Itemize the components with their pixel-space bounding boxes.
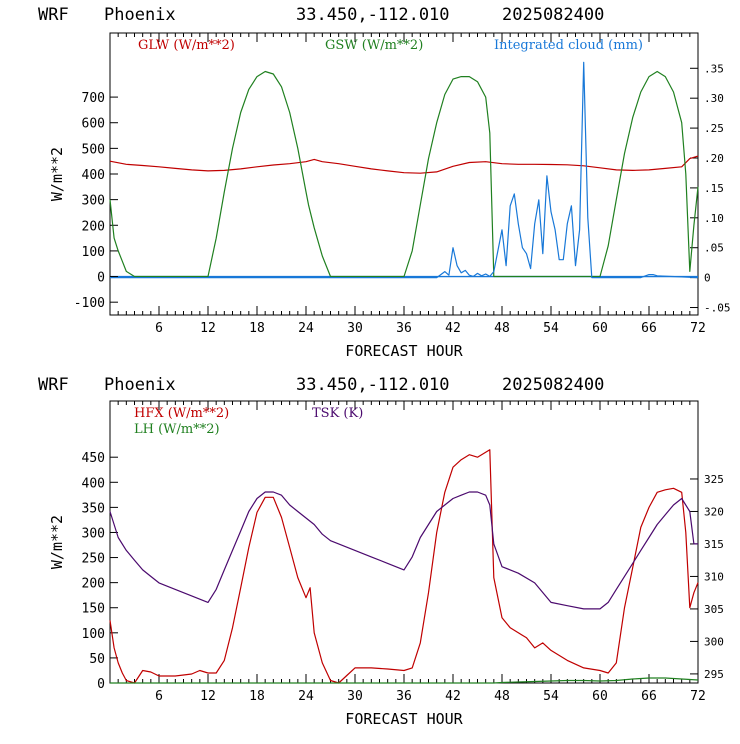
top-x-tick-label: 30 xyxy=(347,321,363,336)
bottom-x-tick-label: 36 xyxy=(396,689,412,704)
bottom-y2-tick-label: 300 xyxy=(704,635,724,648)
bottom-y2-tick-label: 310 xyxy=(704,570,724,583)
bottom-header-coords: 33.450,-112.010 xyxy=(296,375,450,395)
top-y-tick-label: 500 xyxy=(82,142,105,157)
top-x-tick-label: 72 xyxy=(690,321,706,336)
bottom-y-tick-label: 200 xyxy=(82,577,105,592)
top-y-tick-label: -100 xyxy=(74,296,105,311)
top-y2-tick-label: .30 xyxy=(704,92,724,105)
top-panel-header: WRF Phoenix 33.450,-112.010 2025082400 xyxy=(38,5,604,25)
top-y2-tick-label: .15 xyxy=(704,182,724,195)
top-x-tick-label: 18 xyxy=(249,321,265,336)
bottom-panel-header: WRF Phoenix 33.450,-112.010 2025082400 xyxy=(38,375,604,395)
bottom-header-model: WRF xyxy=(38,375,69,395)
top-x-tick-label: 12 xyxy=(200,321,216,336)
top-x-axis-label: FORECAST HOUR xyxy=(345,342,463,360)
top-header-run: 2025082400 xyxy=(502,5,604,25)
top-x-tick-label: 48 xyxy=(494,321,510,336)
bottom-y2-tick-label: 305 xyxy=(704,603,724,616)
bottom-series-lh-line xyxy=(110,677,699,684)
bottom-y-tick-label: 100 xyxy=(82,627,105,642)
top-header-model: WRF xyxy=(38,5,69,25)
bottom-y-tick-label: 50 xyxy=(89,652,105,667)
top-chart-panel: 6 12 18 24 30 36 42 48 54 60 66 72 -100 0 100 200 300 400… xyxy=(48,32,731,360)
top-y-axis-label: W/m**2 xyxy=(48,147,66,201)
top-x-tick-label: 54 xyxy=(543,321,559,336)
top-x-tick-label: 42 xyxy=(445,321,461,336)
top-y-tick-label: 0 xyxy=(97,271,105,286)
bottom-y-tick-label: 300 xyxy=(82,526,105,541)
bottom-y2-tick-label: 325 xyxy=(704,473,724,486)
bottom-x-tick-label: 54 xyxy=(543,689,559,704)
top-x-tick-label: 24 xyxy=(298,321,314,336)
top-y-tick-label: 700 xyxy=(82,91,105,106)
bottom-x-tick-label: 48 xyxy=(494,689,510,704)
bottom-x-tick-label: 72 xyxy=(690,689,706,704)
top-x-tick-label: 60 xyxy=(592,321,608,336)
bottom-legend-tsk: TSK (K) xyxy=(312,406,363,421)
bottom-x-tick-label: 42 xyxy=(445,689,461,704)
bottom-header-location: Phoenix xyxy=(104,375,176,395)
bottom-x-tick-label: 66 xyxy=(641,689,657,704)
top-y2-tick-label: .20 xyxy=(704,152,724,165)
bottom-x-tick-label: 6 xyxy=(155,689,163,704)
bottom-y-tick-label: 350 xyxy=(82,501,105,516)
top-x-tick-label: 66 xyxy=(641,321,657,336)
bottom-x-tick-label: 18 xyxy=(249,689,265,704)
bottom-chart-panel: 6 12 18 24 30 36 42 48 54 60 66 72 0 50 100 150 200 250 30… xyxy=(48,400,724,728)
bottom-header-run: 2025082400 xyxy=(502,375,604,395)
bottom-y-tick-label: 0 xyxy=(97,677,105,692)
top-y2-tick-label: .25 xyxy=(704,122,724,135)
top-legend-integrated: Integrated cloud (mm) xyxy=(494,38,643,53)
bottom-x-tick-label: 60 xyxy=(592,689,608,704)
top-series-integrated-line xyxy=(110,61,699,279)
top-y-tick-label: 400 xyxy=(82,168,105,183)
top-series-glw-line xyxy=(109,155,699,174)
bottom-x-tick-label: 30 xyxy=(347,689,363,704)
top-plot-frame xyxy=(109,32,699,316)
top-y2-tick-label: -.05 xyxy=(704,302,731,315)
top-x-tick-label: 36 xyxy=(396,321,412,336)
bottom-series-tsk-line xyxy=(109,491,698,610)
top-header-coords: 33.450,-112.010 xyxy=(296,5,450,25)
bottom-y-axis-label: W/m**2 xyxy=(48,515,66,569)
bottom-y-tick-label: 250 xyxy=(82,552,105,567)
top-y-tick-label: 100 xyxy=(82,245,105,260)
bottom-y-tick-label: 400 xyxy=(82,476,105,491)
top-header-location: Phoenix xyxy=(104,5,176,25)
bottom-y-tick-label: 150 xyxy=(82,602,105,617)
top-x-tick-label: 6 xyxy=(155,321,163,336)
bottom-x-tick-label: 12 xyxy=(200,689,216,704)
top-y2-tick-label: 0 xyxy=(704,272,711,285)
bottom-y-tick-label: 450 xyxy=(82,451,105,466)
top-y2-tick-label: .05 xyxy=(704,242,724,255)
bottom-x-axis-label: FORECAST HOUR xyxy=(345,710,463,728)
top-y-tick-label: 600 xyxy=(82,117,105,132)
bottom-y2-tick-label: 315 xyxy=(704,538,724,551)
top-y-tick-label: 300 xyxy=(82,194,105,209)
top-legend-gsw: GSW (W/m**2) xyxy=(325,38,423,53)
bottom-y2-tick-label: 320 xyxy=(704,505,724,518)
top-legend-glw: GLW (W/m**2) xyxy=(138,38,235,53)
bottom-y2-tick-label: 295 xyxy=(704,668,724,681)
bottom-legend-lh: LH (W/m**2) xyxy=(134,422,220,437)
bottom-legend-hfx: HFX (W/m**2) xyxy=(134,406,229,421)
bottom-series-hfx-line xyxy=(109,449,699,684)
top-y-tick-label: 200 xyxy=(82,219,105,234)
bottom-x-tick-label: 24 xyxy=(298,689,314,704)
bottom-plot-frame xyxy=(109,400,699,684)
top-y2-tick-label: .35 xyxy=(704,62,724,75)
top-series-gsw-line xyxy=(109,70,699,278)
top-y2-tick-label: .10 xyxy=(704,212,724,225)
